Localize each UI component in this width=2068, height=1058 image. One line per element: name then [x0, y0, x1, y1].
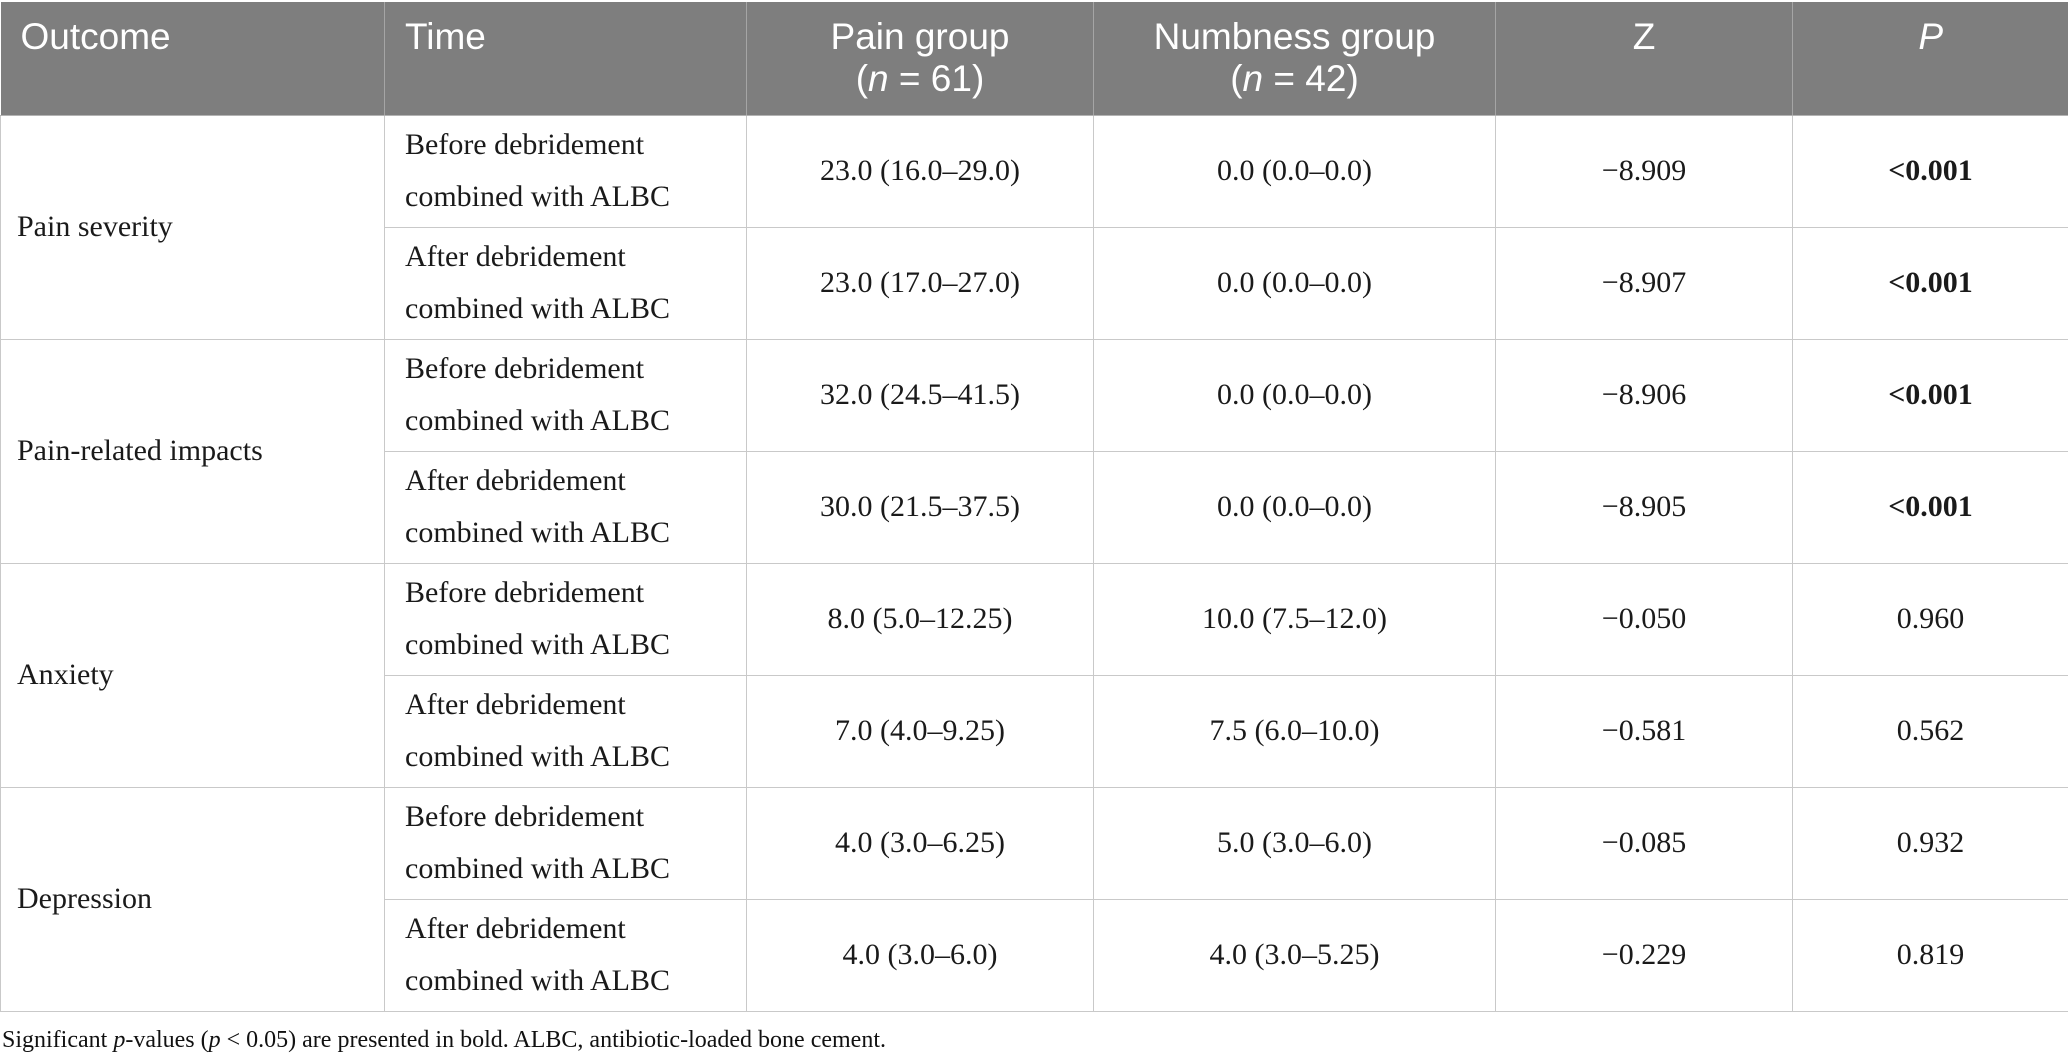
header-row: Outcome Time Pain group (n = 61) Numbnes…: [0, 2, 2068, 116]
column-header-time: Time: [384, 2, 747, 116]
outcome-cell: Pain-related impacts: [0, 338, 385, 564]
table-row: Anxiety Before debridement combined with…: [0, 562, 2068, 788]
time-cell: After debridement combined with ALBC: [384, 450, 747, 564]
table-row: After debridement combined with ALBC 4.0…: [1, 898, 2068, 1012]
pain-group-value-cell: 30.0 (21.5–37.5): [746, 450, 1094, 564]
outcomes-comparison-table: Outcome Time Pain group (n = 61) Numbnes…: [0, 2, 2068, 1012]
numbness-group-header-line2: (n = 42): [1230, 58, 1359, 99]
z-value-cell: −8.909: [1495, 114, 1793, 228]
z-value-cell: −0.229: [1495, 898, 1793, 1012]
time-cell: Before debridement combined with ALBC: [384, 786, 747, 900]
pain-group-value-cell: 32.0 (24.5–41.5): [746, 338, 1094, 452]
outcome-cell: Depression: [0, 786, 385, 1012]
numbness-group-value-cell: 7.5 (6.0–10.0): [1093, 674, 1496, 788]
table-footnote: Significant p-values (p < 0.05) are pres…: [2, 1026, 886, 1053]
z-value-cell: −8.907: [1495, 226, 1793, 340]
pain-group-value-cell: 23.0 (17.0–27.0): [746, 226, 1094, 340]
column-header-pain-group: Pain group (n = 61): [746, 2, 1094, 116]
numbness-group-value-cell: 4.0 (3.0–5.25): [1093, 898, 1496, 1012]
outcome-cell: Pain severity: [0, 114, 385, 340]
z-value-cell: −0.050: [1495, 562, 1793, 676]
italic-n: n: [1242, 58, 1264, 99]
pain-group-value-cell: 4.0 (3.0–6.0): [746, 898, 1094, 1012]
table-row: Pain-related impacts Before debridement …: [0, 338, 2068, 564]
p-value-cell: 0.932: [1792, 786, 2068, 900]
time-cell: Before debridement combined with ALBC: [384, 562, 747, 676]
time-cell: Before debridement combined with ALBC: [384, 338, 747, 452]
pain-group-header-line2: (n = 61): [855, 58, 985, 99]
z-value-cell: −0.581: [1495, 674, 1793, 788]
p-value-cell: <0.001: [1792, 114, 2068, 228]
italic-p: p: [208, 1026, 221, 1053]
pain-group-value-cell: 23.0 (16.0–29.0): [746, 114, 1094, 228]
numbness-group-value-cell: 0.0 (0.0–0.0): [1093, 226, 1496, 340]
p-value-cell: <0.001: [1792, 226, 2068, 340]
table-row: After debridement combined with ALBC 23.…: [1, 226, 2068, 340]
z-value-cell: −8.906: [1495, 338, 1793, 452]
time-cell: After debridement combined with ALBC: [384, 226, 747, 340]
table-row: After debridement combined with ALBC 7.0…: [1, 674, 2068, 788]
numbness-group-value-cell: 10.0 (7.5–12.0): [1093, 562, 1496, 676]
p-value-cell: 0.819: [1792, 898, 2068, 1012]
table-row: Depression Before debridement combined w…: [0, 786, 2068, 1012]
pain-group-header-line1: Pain group: [830, 16, 1010, 57]
z-value-cell: −0.085: [1495, 786, 1793, 900]
time-cell: Before debridement combined with ALBC: [384, 114, 747, 228]
p-value-cell: 0.960: [1792, 562, 2068, 676]
outcome-cell: Anxiety: [0, 562, 385, 788]
column-header-p: P: [1792, 2, 2068, 116]
numbness-group-value-cell: 5.0 (3.0–6.0): [1093, 786, 1496, 900]
numbness-group-value-cell: 0.0 (0.0–0.0): [1093, 338, 1496, 452]
time-cell: After debridement combined with ALBC: [384, 898, 747, 1012]
column-header-outcome: Outcome: [0, 2, 385, 116]
pain-group-value-cell: 8.0 (5.0–12.25): [746, 562, 1094, 676]
pain-group-value-cell: 7.0 (4.0–9.25): [746, 674, 1094, 788]
italic-p: p: [113, 1026, 126, 1053]
p-value-cell: <0.001: [1792, 450, 2068, 564]
pain-group-value-cell: 4.0 (3.0–6.25): [746, 786, 1094, 900]
column-header-numbness-group: Numbness group (n = 42): [1093, 2, 1496, 116]
z-value-cell: −8.905: [1495, 450, 1793, 564]
table-row: Pain severity Before debridement combine…: [0, 114, 2068, 340]
numbness-group-value-cell: 0.0 (0.0–0.0): [1093, 450, 1496, 564]
numbness-group-header-line1: Numbness group: [1153, 16, 1436, 57]
numbness-group-value-cell: 0.0 (0.0–0.0): [1093, 114, 1496, 228]
italic-n: n: [868, 58, 889, 99]
time-cell: After debridement combined with ALBC: [384, 674, 747, 788]
column-header-z: Z: [1495, 2, 1793, 116]
p-value-cell: <0.001: [1792, 338, 2068, 452]
p-value-cell: 0.562: [1792, 674, 2068, 788]
table-row: After debridement combined with ALBC 30.…: [1, 450, 2068, 564]
